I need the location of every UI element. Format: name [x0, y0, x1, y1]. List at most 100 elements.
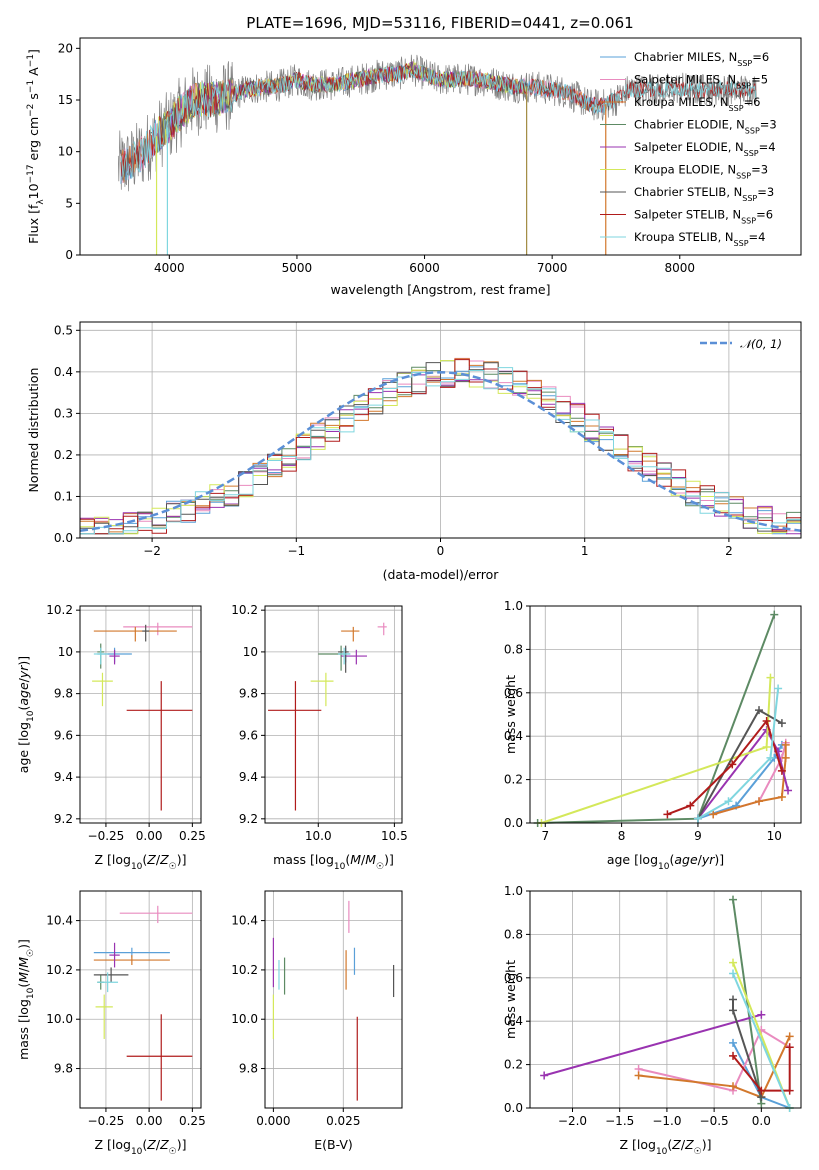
y-tick-label: 10	[58, 145, 73, 159]
axis-label-part: )]	[177, 852, 187, 867]
y-tick-label: 10.0	[46, 1012, 73, 1026]
y-tick-label: 0.0	[504, 1101, 523, 1115]
y-tick-label: 1.0	[504, 599, 523, 613]
axis-label-part: M	[16, 957, 31, 968]
y-tick-label: 10	[58, 645, 73, 659]
axis-label-part: /	[16, 677, 31, 682]
y-tick-label: 10.2	[231, 963, 258, 977]
x-tick-label: 8000	[664, 261, 695, 275]
weight-point-marker	[755, 706, 764, 715]
plot-frame	[79, 890, 202, 1109]
weight-point-marker	[728, 760, 737, 769]
y-tick-label: 10.4	[231, 914, 258, 928]
weight-point-marker	[540, 1071, 549, 1080]
legend-value: =6	[744, 95, 761, 109]
x-tick-label: 7000	[537, 261, 568, 275]
x-tick-label: 10.0	[305, 829, 332, 843]
legend-value: =3	[760, 118, 777, 132]
weight-series-line	[732, 1047, 791, 1092]
axis-label-part: Z [log	[619, 1137, 655, 1152]
y-tick-label: 0.2	[54, 448, 73, 462]
axis-label-part: 10	[26, 710, 36, 722]
weight-point-marker	[755, 797, 764, 806]
x-tick-label: 6000	[409, 261, 440, 275]
x-tick-label: −0.5	[700, 1114, 729, 1128]
legend-sub: SSP	[736, 171, 751, 180]
x-axis-label: Z [log10(Z/Z☉)]	[94, 1137, 186, 1157]
x-axis-label: (data-model)/error	[383, 567, 500, 582]
plot-frame	[264, 605, 403, 824]
axis-label-part: yr	[16, 665, 31, 679]
weight-point-marker	[729, 995, 738, 1004]
legend-sub: SSP	[741, 216, 756, 225]
axis-label-part: /	[698, 852, 703, 867]
residuals-panel: −2 −1 0 1 2 0.0 0.1 0.2 0.3 0.4 0.5 (data-model)/er…	[26, 321, 802, 582]
axis-label-part: )]	[177, 1137, 187, 1152]
x-tick-label: 8	[618, 829, 626, 843]
axis-label-part: /	[16, 967, 31, 972]
weight-point-marker	[724, 797, 733, 806]
x-axis-label: mass [log10(M/M☉)]	[273, 852, 394, 872]
y-tick-label: 9.8	[54, 687, 73, 701]
x-axis-label: wavelength [Angstrom, rest frame]	[330, 282, 550, 297]
axis-label-part: 10	[131, 862, 143, 872]
y-tick-label: 10.2	[46, 963, 73, 977]
plot-frame	[529, 605, 802, 824]
axis-label-part: (	[16, 706, 31, 711]
axis-label-part: /	[681, 1137, 686, 1152]
axis-label-part: yr	[701, 852, 715, 867]
legend-sub: SSP	[736, 81, 751, 90]
weight-vs-age-panel: 7 8 9 10 0.0 0.2 0.4 0.6 0.8 1.0 mass weight age [l…	[503, 599, 802, 872]
y-axis-label: mass [log10(M/M☉)]	[16, 939, 36, 1060]
weight-point-marker	[762, 743, 771, 752]
y-tick-label: 0	[65, 248, 73, 262]
legend-value: =5	[751, 73, 768, 87]
y-axis-label: Flux [fλ10−17 erg cm−2 s−1 A−1]	[26, 49, 46, 244]
x-tick-label: 0.00	[136, 829, 163, 843]
y-tick-label: 0.4	[504, 729, 523, 743]
axis-label-part: (	[669, 852, 674, 867]
weight-point-marker	[784, 786, 793, 795]
y-tick-label: 0.4	[54, 365, 73, 379]
legend-entry: Salpeter ELODIE, NSSP=4	[634, 140, 776, 158]
weight-point-marker	[663, 810, 672, 819]
axis-label-part: 10	[334, 862, 346, 872]
x-axis-label: Z [log10(Z/Z☉)]	[619, 1137, 711, 1157]
y-tick-label: 5	[65, 196, 73, 210]
y-tick-label: 0.3	[54, 406, 73, 420]
y-tick-label: 0.0	[54, 531, 73, 545]
mass-vs-Z-panel: −0.25 0.00 0.259.810.010.210.4Z [log10(Z/Z…	[16, 890, 206, 1157]
histogram-step-line	[80, 367, 801, 535]
axis-label-part: ☉	[694, 1147, 702, 1157]
y-axis-label: mass weight	[503, 960, 518, 1039]
y-tick-label: 1.0	[504, 884, 523, 898]
weight-point-marker	[729, 1038, 738, 1047]
weight-point-marker	[774, 684, 783, 693]
legend-name: Kroupa ELODIE, N	[634, 163, 736, 177]
y-tick-label: 9.6	[239, 728, 258, 742]
axis-label-part: (	[345, 852, 350, 867]
legend-name: Kroupa STELIB, N	[634, 230, 734, 244]
axis-label-part: 10	[131, 1147, 143, 1157]
y-tick-label: 9.8	[239, 1062, 258, 1076]
legend-entry: Chabrier STELIB, NSSP=3	[634, 185, 774, 203]
y-tick-label: 10.2	[231, 603, 258, 617]
axis-label-part: ☉	[169, 1147, 177, 1157]
y-axis-label-part: s	[26, 93, 41, 104]
legend-entry: Salpeter STELIB, NSSP=6	[634, 208, 773, 226]
axis-label-part: M	[365, 852, 376, 867]
legend-entry: Kroupa MILES, NSSP=6	[634, 95, 760, 113]
axis-label-part: )]	[702, 1137, 712, 1152]
legend-entry: 𝒩(0, 1)	[740, 337, 782, 351]
legend-entry: Chabrier MILES, NSSP=6	[634, 50, 769, 68]
weight-point-marker	[693, 814, 702, 823]
axis-label-part: (	[16, 983, 31, 988]
weight-point-marker	[785, 1086, 794, 1095]
y-axis-label-part: erg cm	[26, 117, 41, 165]
spectrum-model-line	[120, 64, 757, 180]
weight-point-marker	[729, 895, 738, 904]
weight-point-marker	[686, 801, 695, 810]
x-axis-label: E(B-V)	[314, 1137, 353, 1152]
